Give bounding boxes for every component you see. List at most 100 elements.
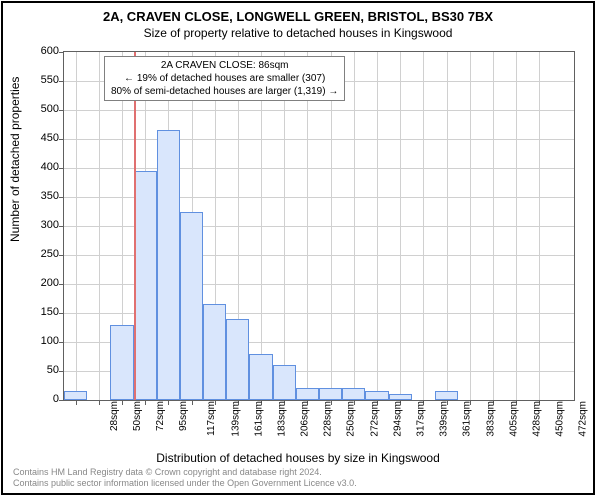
- reference-line: [134, 52, 136, 400]
- ytick-label: 50: [29, 364, 59, 376]
- histogram-bar: [157, 130, 180, 400]
- xtick-label: 472sqm: [578, 401, 589, 437]
- xtick-mark: [76, 400, 77, 405]
- ytick-mark: [59, 284, 64, 285]
- ytick-mark: [59, 81, 64, 82]
- xtick-label: 339sqm: [439, 401, 450, 437]
- histogram-bar: [273, 365, 296, 400]
- histogram-bar: [319, 388, 342, 400]
- x-axis-label: Distribution of detached houses by size …: [3, 451, 593, 465]
- xtick-label: 428sqm: [531, 401, 542, 437]
- histogram-bar: [365, 391, 388, 400]
- ytick-label: 400: [29, 161, 59, 173]
- ytick-label: 450: [29, 132, 59, 144]
- ytick-label: 550: [29, 74, 59, 86]
- ytick-mark: [59, 168, 64, 169]
- gridline-v: [539, 52, 540, 400]
- ytick-mark: [59, 313, 64, 314]
- ytick-mark: [59, 52, 64, 53]
- gridline-h: [64, 168, 574, 169]
- annotation-line1: 2A CRAVEN CLOSE: 86sqm: [111, 59, 338, 72]
- xtick-mark: [122, 400, 123, 405]
- ytick-mark: [59, 400, 64, 401]
- xtick-label: 95sqm: [178, 401, 189, 431]
- xtick-label: 405sqm: [508, 401, 519, 437]
- gridline-v: [261, 52, 262, 400]
- xtick-label: 183sqm: [276, 401, 287, 437]
- annotation-line2: ← 19% of detached houses are smaller (30…: [111, 72, 338, 85]
- xtick-mark: [192, 400, 193, 405]
- ytick-label: 350: [29, 190, 59, 202]
- gridline-v: [447, 52, 448, 400]
- histogram-bar: [389, 394, 412, 400]
- y-axis-label: Number of detached properties: [8, 222, 22, 242]
- gridline-h: [64, 139, 574, 140]
- ytick-label: 250: [29, 248, 59, 260]
- gridline-v: [284, 52, 285, 400]
- xtick-mark: [99, 400, 100, 405]
- histogram-bar: [64, 391, 87, 400]
- xtick-label: 50sqm: [132, 401, 143, 431]
- gridline-v: [307, 52, 308, 400]
- chart-container: 2A, CRAVEN CLOSE, LONGWELL GREEN, BRISTO…: [1, 1, 595, 495]
- gridline-v: [377, 52, 378, 400]
- ytick-mark: [59, 342, 64, 343]
- gridline-v: [76, 52, 77, 400]
- gridline-h: [64, 110, 574, 111]
- xtick-label: 228sqm: [323, 401, 334, 437]
- xtick-label: 272sqm: [369, 401, 380, 437]
- annotation-line3: 80% of semi-detached houses are larger (…: [111, 85, 338, 98]
- histogram-bar: [249, 354, 272, 400]
- ytick-label: 150: [29, 306, 59, 318]
- gridline-v: [516, 52, 517, 400]
- xtick-mark: [145, 400, 146, 405]
- ytick-label: 500: [29, 103, 59, 115]
- gridline-v: [470, 52, 471, 400]
- xtick-label: 72sqm: [155, 401, 166, 431]
- gridline-v: [99, 52, 100, 400]
- annotation-box: 2A CRAVEN CLOSE: 86sqm ← 19% of detached…: [104, 56, 345, 101]
- xtick-label: 383sqm: [485, 401, 496, 437]
- histogram-bar: [435, 391, 458, 400]
- chart-title: 2A, CRAVEN CLOSE, LONGWELL GREEN, BRISTO…: [3, 9, 593, 24]
- gridline-v: [400, 52, 401, 400]
- xtick-label: 294sqm: [392, 401, 403, 437]
- xtick-label: 450sqm: [555, 401, 566, 437]
- ytick-label: 0: [29, 393, 59, 405]
- histogram-bar: [203, 304, 226, 400]
- histogram-bar: [180, 212, 203, 401]
- histogram-bar: [296, 388, 319, 400]
- gridline-v: [493, 52, 494, 400]
- histogram-bar: [342, 388, 365, 400]
- ytick-label: 300: [29, 219, 59, 231]
- xtick-label: 250sqm: [346, 401, 357, 437]
- xtick-label: 361sqm: [462, 401, 473, 437]
- xtick-mark: [168, 400, 169, 405]
- ytick-label: 100: [29, 335, 59, 347]
- ytick-mark: [59, 255, 64, 256]
- ytick-label: 200: [29, 277, 59, 289]
- credits-line1: Contains HM Land Registry data © Crown c…: [13, 467, 357, 478]
- xtick-label: 317sqm: [416, 401, 427, 437]
- xtick-label: 206sqm: [300, 401, 311, 437]
- credits: Contains HM Land Registry data © Crown c…: [13, 467, 357, 489]
- chart-subtitle: Size of property relative to detached ho…: [3, 26, 593, 40]
- ytick-mark: [59, 139, 64, 140]
- ytick-mark: [59, 197, 64, 198]
- credits-line2: Contains public sector information licen…: [13, 478, 357, 489]
- xtick-label: 117sqm: [206, 401, 217, 436]
- ytick-mark: [59, 226, 64, 227]
- histogram-bar: [110, 325, 133, 400]
- ytick-mark: [59, 110, 64, 111]
- histogram-bar: [226, 319, 249, 400]
- xtick-label: 161sqm: [253, 401, 264, 437]
- xtick-label: 139sqm: [230, 401, 241, 437]
- xtick-label: 28sqm: [109, 401, 120, 431]
- histogram-bar: [134, 171, 157, 400]
- gridline-v: [354, 52, 355, 400]
- ytick-mark: [59, 371, 64, 372]
- gridline-v: [423, 52, 424, 400]
- ytick-label: 600: [29, 45, 59, 57]
- plot-area: 2A CRAVEN CLOSE: 86sqm ← 19% of detached…: [63, 51, 575, 401]
- gridline-v: [331, 52, 332, 400]
